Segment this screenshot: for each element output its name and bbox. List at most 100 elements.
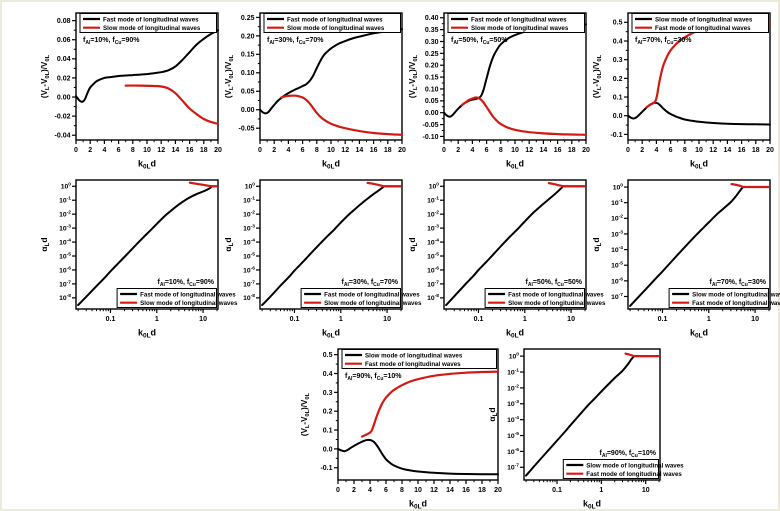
x-tick-label: 20 [766,147,774,154]
curves-group [337,370,499,476]
y-tick-label: 0.5 [613,20,623,27]
legend-entry-label: Fast mode of longitudinal waves [365,361,461,368]
velocity-fAl50-fCu50-plot: 0 2 4 6 8 10 12 14 16 18 20 0.40 0.35 0.30 0.25 0.20 0.1… [408,12,590,171]
x-tick-label: 20 [214,147,222,154]
fast-mode-curve [75,29,219,103]
slow-mode-curve [460,96,587,136]
y-tick-label: 10-5 [243,251,255,260]
velocity-fAl70-fCu30-plot: 0 2 4 6 8 10 12 14 16 18 20 0.5 0.4 0.3 0.2 0.1 0.0 -0.1 S… [592,12,774,171]
legend: Fast mode of longitudinal waves Slow mode… [447,13,585,33]
x-tick-label: 16 [738,147,746,154]
y-tick-label: 0.04 [57,56,71,63]
x-axis-label: k0Ld [138,328,156,340]
fast-mode-curve [624,352,661,358]
y-tick-label: 10-6 [507,447,519,456]
x-tick-label: 10 [695,147,703,154]
x-tick-label: 10 [383,316,391,323]
y-tick-label: 10-8 [243,293,255,302]
y-tick-label: 10-6 [243,265,255,274]
y-tick-label: 0.20 [425,63,439,70]
y-tick-label: 0.1 [613,94,623,101]
y-tick-label: 10-4 [243,237,255,246]
y-tick-label: 10-1 [427,196,439,205]
y-axis-label: (VL-V0L)/V0L [224,54,235,98]
x-tick-label: 2 [352,487,356,494]
x-axis-label: k0Ld [506,328,524,340]
slow-mode-curve [366,181,403,188]
fraction-annotation: fAl=90%, fCu=10% [345,373,402,382]
legend-box [341,349,497,369]
y-tick-label: 10-4 [427,237,439,246]
curves-group [629,183,771,307]
x-axis-label: k0Ld [690,159,708,171]
legend: Slow mode of longitudinal waves Fast mode… [631,13,769,33]
fraction-annotation: fAl=30%, fCu=70% [341,279,398,288]
y-tick-label: 0.3 [323,390,333,397]
legend-box [562,459,659,479]
y-tick-label: 10-5 [427,251,439,260]
fraction-annotation: fAl=10%, fCu=90% [83,37,140,46]
y-tick-label: 0.15 [241,52,255,59]
y-tick-label: -0.1 [320,465,332,472]
y-tick-label: 10-2 [59,210,71,219]
y-tick-label: -0.04 [55,133,71,140]
y-tick-label: 0.00 [57,94,71,101]
y-tick-label: 0.2 [323,409,333,416]
y-tick-label: 0.10 [241,70,255,77]
slow-mode-curve [547,182,587,188]
y-axis-label: (VL-V0L)/V0L [592,54,603,98]
y-tick-label: 0.10 [425,86,439,93]
x-tick-label: 6 [117,147,121,154]
x-tick-label: 8 [131,147,135,154]
x-tick-label: 18 [478,487,486,494]
slow-mode-curve [188,181,219,188]
x-tick-label: 20 [582,147,590,154]
y-tick-label: 100 [509,352,520,361]
y-tick-label: -0.02 [55,114,71,121]
y-tick-label: 0.00 [241,107,255,114]
legend-box [79,13,217,33]
x-axis-label: k0Ld [138,159,156,171]
fraction-annotation: fAl=70%, fCu=30% [709,279,766,288]
x-tick-label: 12 [341,147,349,154]
legend-box [668,288,769,308]
y-axis-label: (VL-V0L)/V0L [300,392,311,436]
x-tick-label: 0.1 [552,487,562,494]
x-tick-label: 6 [384,487,388,494]
fraction-annotation: fAl=70%, fCu=30% [635,37,692,46]
y-tick-label: 10-3 [59,224,71,233]
velocity-fAl10-fCu90-plot: 0 2 4 6 8 10 12 14 16 18 20 0.08 0.06 0.04 0.02 0.00 -0.… [40,12,222,171]
x-tick-label: 6 [301,147,305,154]
y-tick-label: 10-2 [611,214,623,223]
fast-mode-curve [77,185,218,307]
velocity-fAl30-fCu70-plot: 0 2 4 6 8 10 12 14 16 18 20 0.25 0.20 0.15 0.10 0.05 0.0… [224,12,406,171]
x-tick-label: 10 [143,147,151,154]
legend-entry-label: Slow mode of longitudinal waves [655,16,753,23]
y-tick-label: 10-5 [507,431,519,440]
x-tick-label: 8 [499,147,503,154]
x-tick-label: 10 [327,147,335,154]
fast-mode-curve [259,28,403,115]
y-tick-label: 0.40 [425,15,439,22]
fast-mode-curve [261,185,402,307]
x-tick-label: 6 [669,147,673,154]
y-tick-label: 10-1 [243,196,255,205]
legend-box [116,288,217,308]
x-tick-label: 2 [88,147,92,154]
x-tick-label: 4 [654,147,658,154]
legend-entry-label: Slow mode of longitudinal waves [586,462,684,469]
x-tick-label: 10 [642,487,650,494]
x-tick-label: 14 [540,147,548,154]
fraction-annotation: fAl=90%, fCu=10% [599,450,656,459]
y-tick-label: 10-2 [507,383,519,392]
y-tick-label: 10-1 [507,367,519,376]
x-tick-label: 14 [724,147,732,154]
x-tick-label: 8 [400,487,404,494]
y-tick-label: -0.10 [423,134,439,141]
y-tick-label: 100 [429,182,440,191]
y-axis-label: (VL-V0L)/V0L [408,54,419,98]
attenuation-fAl90-fCu10-plot: 0.1 1 10 100 10-1 10-2 10-3 10-4 10-5 10-6 10-7 Slo… [487,348,684,511]
legend-entry-label: Slow mode of longitudinal waves [103,25,201,32]
legend-entry-label: Fast mode of longitudinal waves [655,25,751,32]
